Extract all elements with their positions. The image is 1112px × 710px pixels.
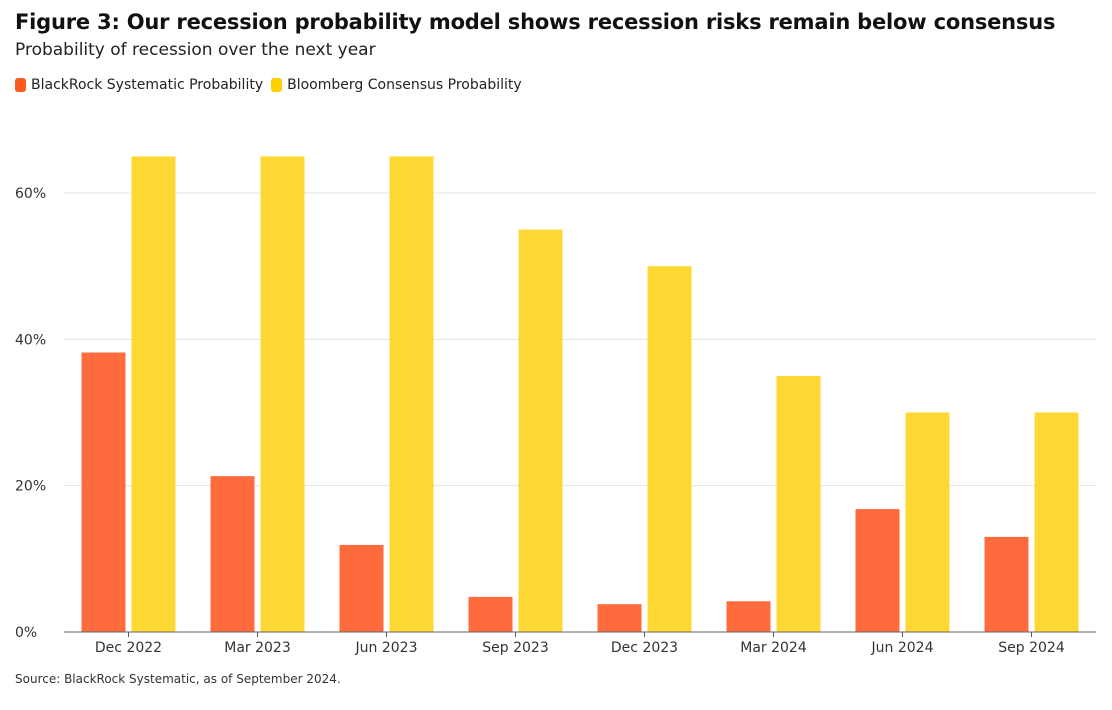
bar-blackrock (597, 604, 642, 632)
bar-blackrock (210, 476, 255, 632)
bar-bloomberg (389, 156, 434, 632)
legend-label-bloomberg: Bloomberg Consensus Probability (287, 77, 522, 93)
legend-item-bloomberg: Bloomberg Consensus Probability (271, 77, 522, 93)
x-tick-label: Sep 2023 (482, 640, 548, 656)
x-tick-label: Sep 2024 (998, 640, 1065, 656)
y-tick-label: 0% (15, 625, 37, 641)
x-tick-label: Dec 2022 (95, 640, 162, 656)
legend-item-blackrock: BlackRock Systematic Probability (15, 77, 263, 93)
x-tick-label: Mar 2023 (224, 640, 291, 656)
y-tick-label: 20% (15, 479, 46, 495)
x-tick-label: Jun 2024 (871, 640, 934, 656)
legend-label-blackrock: BlackRock Systematic Probability (31, 77, 264, 93)
y-tick-label: 60% (15, 186, 46, 202)
bar-blackrock (81, 352, 126, 632)
legend-swatch-bloomberg (271, 78, 283, 92)
source-note: Source: BlackRock Systematic, as of Sept… (15, 672, 341, 686)
bar-blackrock (468, 596, 513, 632)
bar-bloomberg (776, 375, 821, 632)
x-tick-label: Mar 2024 (740, 640, 807, 656)
bar-bloomberg (905, 412, 950, 632)
bar-bloomberg (131, 156, 176, 632)
x-tick-label: Dec 2023 (611, 640, 678, 656)
y-tick-label: 40% (15, 332, 46, 348)
legend-swatch-blackrock (15, 78, 26, 92)
bar-blackrock (984, 536, 1029, 632)
bar-bloomberg (647, 266, 692, 632)
legend: BlackRock Systematic Probability Bloombe… (15, 77, 530, 93)
chart-subtitle: Probability of recession over the next y… (15, 40, 376, 60)
x-tick-label: Jun 2023 (355, 640, 418, 656)
bar-bloomberg (1034, 412, 1079, 632)
bar-bloomberg (518, 229, 563, 633)
chart-title: Figure 3: Our recession probability mode… (15, 10, 1056, 34)
bar-blackrock (855, 509, 900, 632)
bar-bloomberg (260, 156, 305, 632)
bar-blackrock (726, 601, 771, 632)
bar-blackrock (339, 544, 384, 632)
